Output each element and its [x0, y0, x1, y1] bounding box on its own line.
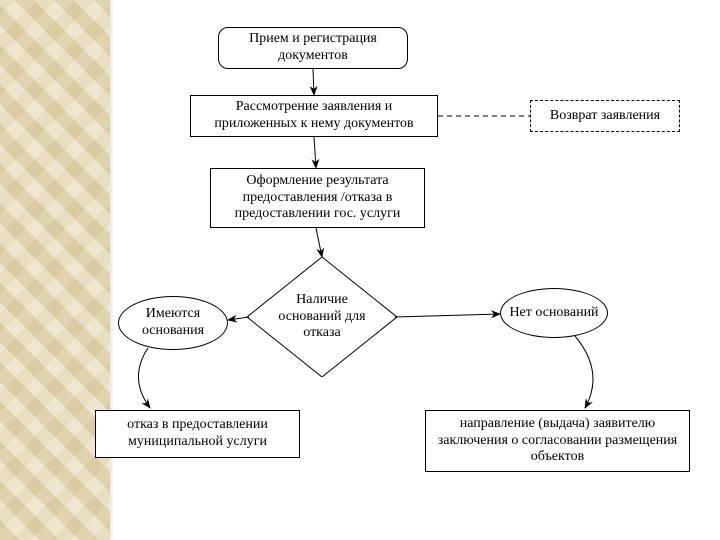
outcome-refusal: отказ в предоставлении муниципальной усл… [95, 410, 300, 458]
node-return: Возврат заявления [530, 100, 680, 132]
outcome-refusal-label: отказ в предоставлении муниципальной усл… [102, 417, 293, 451]
edge-eleft-oleft [138, 348, 150, 408]
edge-eright-oright [575, 336, 593, 408]
node-review-label: Рассмотрение заявления и приложенных к н… [197, 99, 431, 133]
outcome-approval: направление (выдача) заявителю заключени… [425, 410, 690, 472]
node-return-label: Возврат заявления [550, 108, 660, 125]
node-result: Оформление результата предоставления /от… [210, 168, 425, 228]
branch-has-grounds-label: Имеются основания [123, 306, 223, 340]
edge-n1-n2 [313, 69, 314, 95]
branch-no-grounds: Нет оснований [500, 288, 608, 338]
edge-d1-eleft [228, 317, 249, 320]
node-result-label: Оформление результата предоставления /от… [217, 173, 418, 223]
edge-n2-n4 [314, 137, 316, 168]
edge-d1-eright [395, 314, 500, 317]
outcome-approval-label: направление (выдача) заявителю заключени… [432, 416, 683, 466]
node-reception-label: Прием и регистрация документов [225, 31, 401, 65]
decision-grounds: Наличие оснований для отказа [247, 257, 397, 377]
decorative-sidebar [0, 0, 110, 540]
node-review: Рассмотрение заявления и приложенных к н… [190, 95, 438, 137]
branch-has-grounds: Имеются основания [118, 296, 228, 350]
branch-no-grounds-label: Нет оснований [509, 305, 598, 322]
node-reception: Прием и регистрация документов [218, 27, 408, 69]
edge-n4-d1 [316, 228, 322, 257]
decision-grounds-label: Наличие оснований для отказа [277, 292, 367, 342]
